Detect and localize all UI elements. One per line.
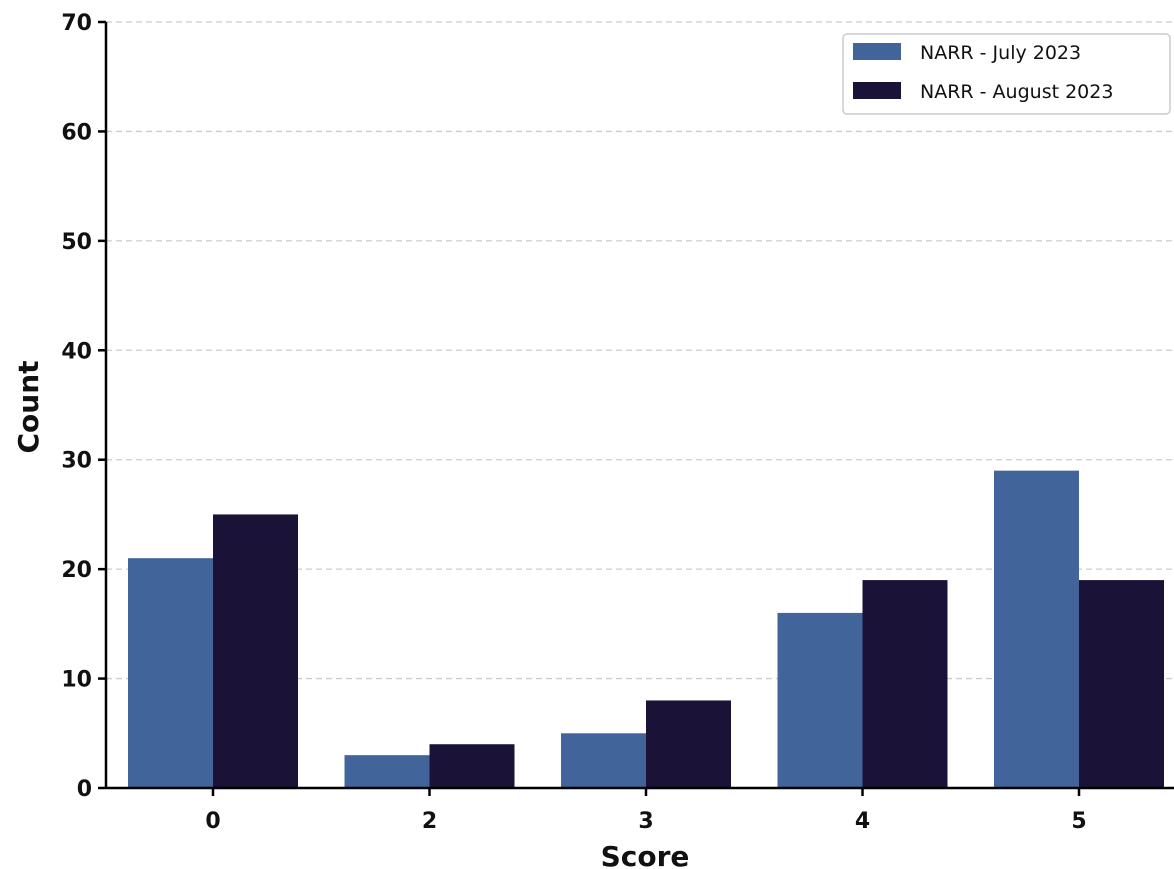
bar-july-score-2 <box>344 755 430 788</box>
legend-label-august: NARR - August 2023 <box>920 81 1113 103</box>
bar-august-score-3 <box>646 700 731 788</box>
y-tick-label: 70 <box>61 11 92 36</box>
legend-label-july: NARR - July 2023 <box>920 42 1081 64</box>
y-tick-label: 50 <box>61 230 92 255</box>
bars <box>128 470 1164 788</box>
legend-swatch-august <box>853 82 901 99</box>
y-tick-label: 0 <box>77 777 92 802</box>
bar-august-score-5 <box>1079 580 1164 788</box>
bar-july-score-0 <box>128 558 213 788</box>
x-tick-label: 0 <box>205 809 220 834</box>
x-ticks: 0 2 3 4 5 <box>205 788 1087 834</box>
x-tick-label: 2 <box>422 809 437 834</box>
x-tick-label: 3 <box>638 809 653 834</box>
x-axis-title: Score <box>601 840 690 869</box>
bar-august-score-0 <box>213 514 298 788</box>
bar-july-score-4 <box>777 612 863 788</box>
x-tick-label: 4 <box>855 809 870 834</box>
x-tick-label: 5 <box>1071 809 1086 834</box>
bar-august-score-4 <box>862 580 948 788</box>
y-ticks: 0 10 20 30 40 50 60 70 <box>61 11 106 802</box>
axes <box>104 22 1174 790</box>
y-tick-label: 60 <box>61 120 92 145</box>
legend: NARR - July 2023 NARR - August 2023 <box>842 33 1171 115</box>
y-tick-label: 30 <box>61 449 92 474</box>
y-tick-label: 40 <box>61 339 92 364</box>
legend-swatch-july <box>853 43 901 60</box>
legend-frame <box>842 33 1171 115</box>
bar-august-score-2 <box>429 744 515 788</box>
y-tick-label: 20 <box>61 558 92 583</box>
bar-july-score-5 <box>994 470 1079 788</box>
bar-july-score-3 <box>561 733 646 788</box>
y-axis-title: Count <box>12 360 45 453</box>
y-tick-label: 10 <box>61 668 92 693</box>
